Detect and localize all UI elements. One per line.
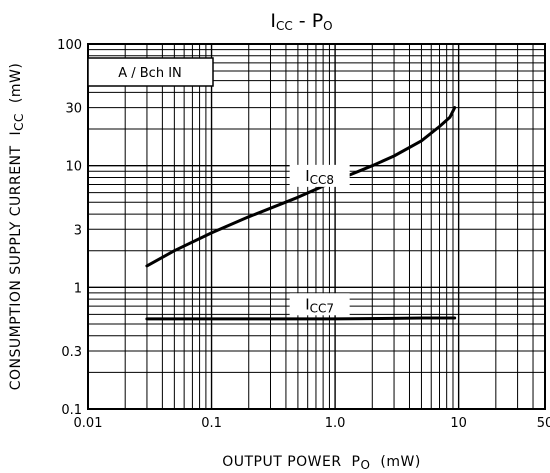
- x-axis-label: OUTPUT POWER PO (mW): [222, 454, 421, 472]
- annotation-label: A / Bch IN: [118, 66, 182, 81]
- x-tick-label: 1.0: [325, 416, 346, 431]
- title-main2: P: [312, 10, 323, 32]
- series-label-bg: [289, 293, 350, 316]
- series-label: ICC8: [305, 167, 334, 187]
- series-label: ICC7: [305, 295, 334, 315]
- y-label-main: CONSUMPTION SUPPLY CURRENT I: [8, 131, 24, 390]
- title-sub: CC: [276, 19, 293, 33]
- annotation-box: [87, 57, 214, 87]
- y-label-unit: (mW): [8, 63, 24, 103]
- series-label-bg: [289, 164, 350, 187]
- x-tick-label: 10: [450, 416, 467, 431]
- y-tick-label: 100: [57, 38, 82, 53]
- series-line: [145, 106, 457, 268]
- y-axis-label: CONSUMPTION SUPPLY CURRENT ICC (mW): [8, 63, 26, 391]
- y-tick-label: 0.1: [61, 403, 82, 418]
- y-label-sub: CC: [12, 113, 26, 131]
- grid-lines: [88, 44, 545, 409]
- y-tick-label: 30: [65, 102, 82, 117]
- title-main: I: [270, 10, 276, 32]
- y-tick-label: 10: [65, 160, 82, 175]
- plot-frame: [87, 43, 546, 410]
- y-tick-label: 0.3: [61, 345, 82, 360]
- y-tick-label: 3: [74, 223, 82, 238]
- series-layer: ICC8 ICC7: [145, 106, 457, 321]
- x-label-main: OUTPUT POWER P: [222, 454, 360, 470]
- title-separator: -: [293, 10, 312, 32]
- chart-title: ICC - PO: [270, 10, 332, 33]
- title-sub2: O: [323, 19, 332, 33]
- x-tick-label: 0.01: [74, 416, 103, 431]
- y-tick-label: 1: [74, 281, 82, 296]
- x-tick-label: 0.1: [201, 416, 222, 431]
- series-line: [145, 316, 457, 321]
- x-tick-label: 50: [537, 416, 550, 431]
- x-label-sub: O: [360, 458, 370, 472]
- x-label-unit: (mW): [380, 454, 420, 470]
